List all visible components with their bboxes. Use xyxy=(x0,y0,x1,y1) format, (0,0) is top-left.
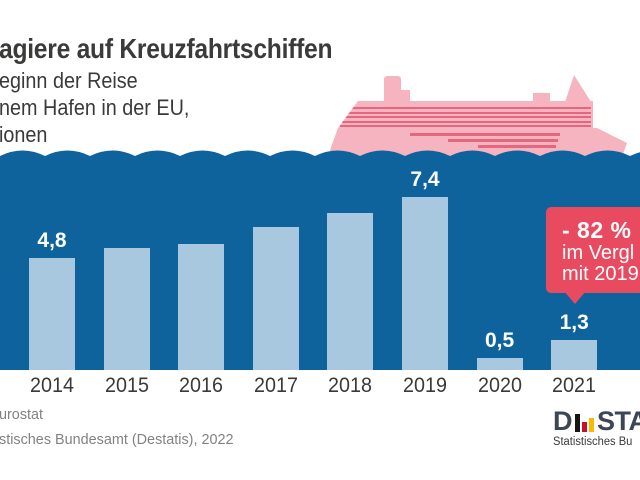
logo-barchart-icon xyxy=(575,414,594,432)
ship-deckhouse xyxy=(533,93,550,102)
subtitle-line-1: eginn der Reise xyxy=(0,68,138,93)
hull-stripe xyxy=(410,133,560,136)
deck-stripe xyxy=(340,116,591,119)
subtitle-line-2: nem Hafen in der EU, xyxy=(0,95,190,120)
hull-stripe xyxy=(478,145,556,148)
bar-2017 xyxy=(252,227,299,370)
logo-caption: Statistisches Bu xyxy=(553,436,633,448)
ship-funnel-step xyxy=(401,90,410,101)
callout-bubble: - 82 % im Vergl mit 2019 xyxy=(546,207,640,304)
bar-2018 xyxy=(327,213,374,370)
callout-pointer xyxy=(564,291,586,304)
sea-wave-icon xyxy=(0,150,640,160)
value-label: 0,5 xyxy=(484,329,515,352)
callout-line-2: im Vergl xyxy=(562,242,635,264)
bar-2016 xyxy=(178,244,225,370)
x-tick-label: 2021 xyxy=(552,374,597,397)
hull-stripe xyxy=(448,139,558,142)
value-label: 1,3 xyxy=(559,311,589,334)
value-label: 4,8 xyxy=(37,229,67,252)
source-line-1: urostat xyxy=(0,406,44,423)
logo-letters-sta: STA xyxy=(597,406,640,436)
page-title: agiere auf Kreuzfahrtschiffen xyxy=(0,33,333,64)
destatis-logo: D STA Statistisches Bu xyxy=(553,406,640,449)
ship-funnel xyxy=(384,76,401,101)
x-tick-label: 2014 xyxy=(30,374,74,397)
bar-2019 xyxy=(402,197,448,370)
destatis-wordmark: D STA xyxy=(553,406,640,436)
subtitle-line-3: ionen xyxy=(0,122,48,147)
x-tick-label: 2018 xyxy=(328,374,373,397)
x-tick-label: 2016 xyxy=(179,374,224,397)
bar-2020 xyxy=(476,358,523,370)
bar-2021 xyxy=(551,340,598,370)
deck-stripe xyxy=(340,107,591,110)
deck-stripe xyxy=(340,125,591,128)
source-line-2: stisches Bundesamt (Destatis), 2022 xyxy=(0,431,234,448)
x-tick-label: 2015 xyxy=(104,374,149,397)
x-tick-label: 2020 xyxy=(477,374,522,397)
deck-stripe xyxy=(340,120,591,123)
callout-headline: - 82 % xyxy=(562,217,632,243)
x-tick-label: 2019 xyxy=(403,374,447,397)
bar-2015 xyxy=(103,248,150,370)
callout-line-3: mit 2019 xyxy=(562,262,639,285)
ship-deck-band xyxy=(338,101,593,128)
logo-letter-d: D xyxy=(553,406,573,436)
bar-2014 xyxy=(29,258,75,370)
deck-stripe xyxy=(340,111,591,114)
value-label: 7,4 xyxy=(410,168,440,191)
x-tick-label: 2017 xyxy=(253,374,298,397)
